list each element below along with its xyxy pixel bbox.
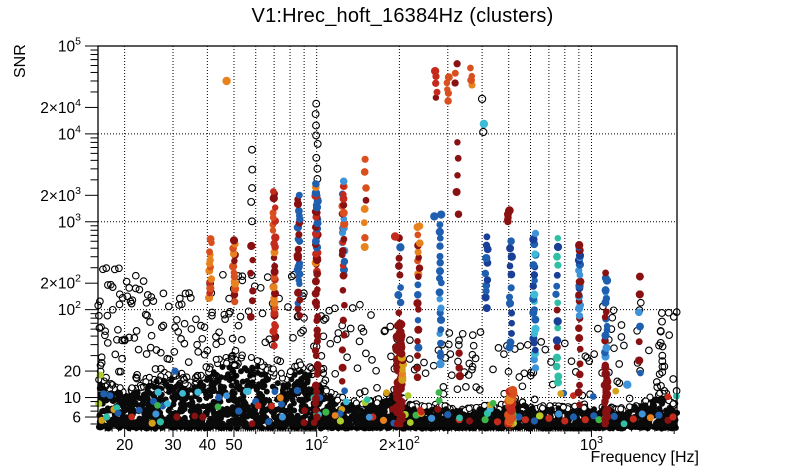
plot-frame xyxy=(97,45,678,429)
gridlines xyxy=(98,46,677,428)
svg-text:103: 103 xyxy=(580,434,603,454)
svg-text:10: 10 xyxy=(64,390,82,407)
svg-text:102: 102 xyxy=(305,434,328,454)
svg-text:50: 50 xyxy=(225,437,243,454)
svg-text:20: 20 xyxy=(116,437,134,454)
open-circle-outliers xyxy=(94,264,681,406)
svg-text:6: 6 xyxy=(72,410,81,427)
svg-text:103: 103 xyxy=(58,211,81,231)
x-axis-title: Frequency [Hz] xyxy=(590,449,699,466)
svg-text:102: 102 xyxy=(58,299,81,319)
svg-text:20: 20 xyxy=(64,364,82,381)
svg-text:2×102: 2×102 xyxy=(40,273,81,293)
svg-text:2×103: 2×103 xyxy=(40,185,81,205)
svg-text:2×102: 2×102 xyxy=(379,434,420,454)
cluster-columns xyxy=(205,60,667,430)
svg-text:104: 104 xyxy=(58,123,81,143)
axis-ticks xyxy=(85,45,675,437)
plot-title: V1:Hrec_hoft_16384Hz (clusters) xyxy=(251,5,554,27)
svg-text:2×104: 2×104 xyxy=(40,97,81,117)
svg-text:30: 30 xyxy=(164,437,182,454)
axis-tick-labels: 20 30 40 50 102 2×102 103 6 10 20 102 2×102 103 2×103… xyxy=(40,36,603,455)
svg-text:105: 105 xyxy=(58,36,81,56)
svg-text:40: 40 xyxy=(199,437,217,454)
single-points xyxy=(222,76,632,389)
